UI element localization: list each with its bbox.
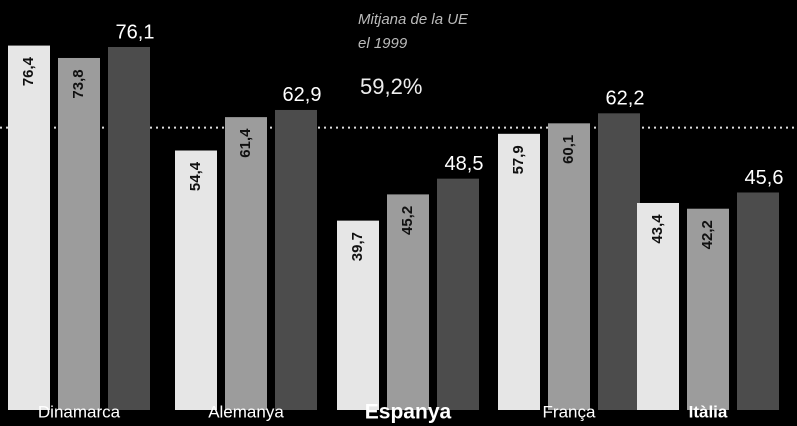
annotation: Mitjana de la UE	[358, 11, 469, 28]
value-label: 39,7	[349, 232, 366, 261]
x-tick-label: Itàlia	[689, 402, 728, 421]
x-tick-label: Dinamarca	[38, 402, 121, 421]
value-label: 76,4	[20, 56, 37, 86]
bar	[8, 45, 50, 411]
annotation: el 1999	[358, 35, 408, 52]
bar	[687, 208, 729, 410]
value-label: 62,9	[283, 84, 322, 106]
bar	[548, 123, 590, 410]
value-label: 60,1	[560, 135, 577, 164]
value-label: 62,2	[606, 88, 645, 110]
x-tick-label: França	[543, 402, 596, 421]
bar	[637, 202, 679, 410]
bar	[337, 220, 379, 410]
bar	[387, 194, 429, 410]
value-label: 43,4	[649, 214, 666, 244]
value-label: 54,4	[187, 161, 204, 191]
value-label: 42,2	[699, 220, 716, 249]
bar	[275, 109, 317, 410]
value-label: 45,2	[399, 206, 416, 235]
bar	[598, 113, 640, 410]
reference-label: 59,2%	[360, 74, 422, 99]
bar	[498, 133, 540, 410]
bar	[737, 192, 779, 410]
value-label: 73,8	[70, 69, 87, 98]
x-tick-label: Alemanya	[208, 402, 284, 421]
value-label: 57,9	[510, 145, 527, 174]
bar	[225, 117, 267, 410]
bar	[58, 57, 100, 410]
x-tick-label: Espanya	[365, 401, 452, 424]
bar	[437, 178, 479, 410]
value-label: 76,1	[116, 21, 155, 43]
value-label: 45,6	[745, 167, 784, 189]
value-label: 61,4	[237, 128, 254, 158]
value-label: 48,5	[445, 153, 484, 175]
bar	[108, 47, 150, 411]
bar	[175, 150, 217, 410]
